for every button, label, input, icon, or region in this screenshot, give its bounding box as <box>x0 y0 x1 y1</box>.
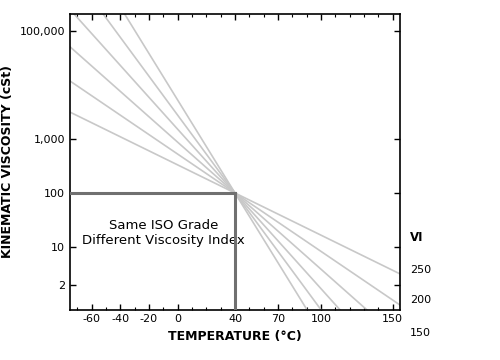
X-axis label: TEMPERATURE (°C): TEMPERATURE (°C) <box>168 330 302 343</box>
Text: Same ISO Grade
Different Viscosity Index: Same ISO Grade Different Viscosity Index <box>82 219 244 247</box>
Text: 200: 200 <box>410 295 431 305</box>
Y-axis label: KINEMATIC VISCOSITY (cSt): KINEMATIC VISCOSITY (cSt) <box>1 66 14 258</box>
Text: 150: 150 <box>410 328 431 338</box>
Text: VI: VI <box>410 231 424 244</box>
Text: 250: 250 <box>410 265 431 275</box>
